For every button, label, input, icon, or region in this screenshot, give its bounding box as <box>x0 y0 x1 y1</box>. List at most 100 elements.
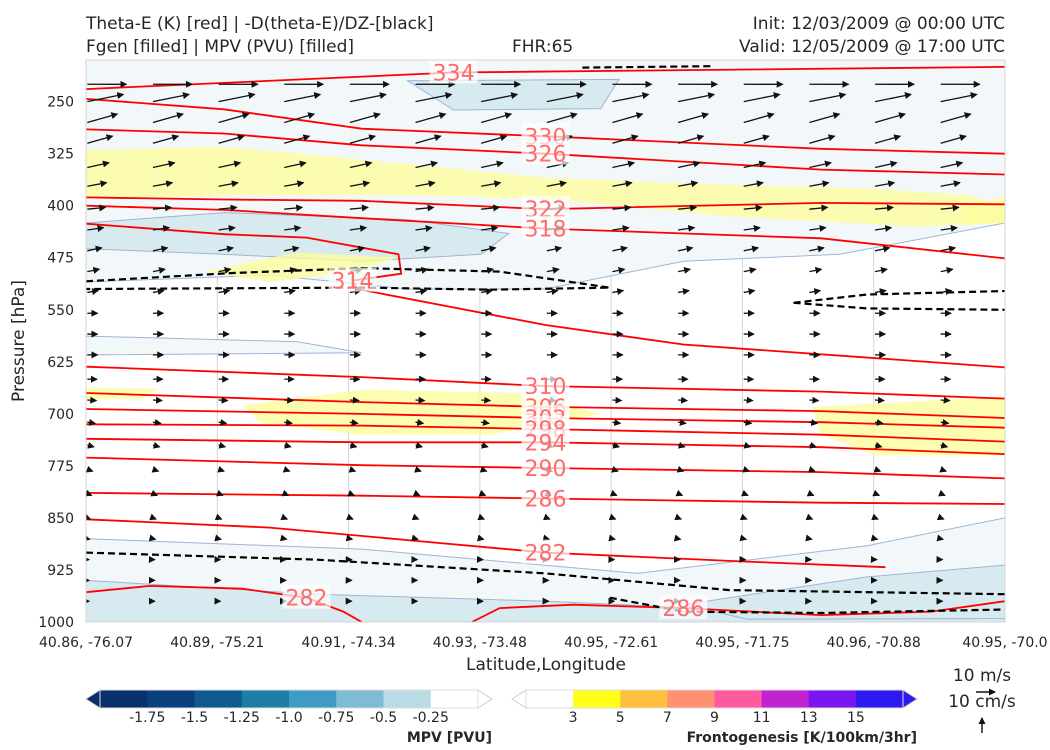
mpv-colorbar-tick: -0.75 <box>318 710 354 726</box>
y-tick-label: 325 <box>47 147 74 163</box>
x-tick-label: 40.89, -75.21 <box>170 635 264 651</box>
wind-arrow <box>87 134 114 144</box>
wind-arrow <box>612 134 639 144</box>
wind-arrow <box>546 180 567 188</box>
theta-e-label-bg <box>659 595 708 620</box>
mpv-colorbar-swatch <box>336 690 384 708</box>
wind-arrow <box>940 225 958 232</box>
wind-arrow <box>481 225 499 232</box>
wind-arrow <box>86 465 94 473</box>
dthetae-dz-line <box>86 266 610 291</box>
mpv-colorbar-swatch <box>194 690 243 708</box>
wind-vectors <box>86 80 981 605</box>
wind-arrow <box>279 534 288 542</box>
wind-arrow <box>741 489 749 497</box>
dthetae-dz-contours <box>86 65 1005 615</box>
theta-e-label: 286 <box>662 597 704 622</box>
wind-arrow <box>612 225 630 232</box>
theta-e-line <box>86 128 1005 176</box>
wind-arrow <box>481 288 493 296</box>
wind-arrow <box>284 288 296 296</box>
wind-arrow <box>349 160 373 169</box>
wind-arrow <box>743 441 752 449</box>
fgen-colorbar-tick: 11 <box>753 710 771 726</box>
wind-arrow <box>677 160 701 169</box>
mpv-region <box>86 335 362 356</box>
wind-arrow <box>743 419 753 426</box>
wind-arrow <box>678 396 689 404</box>
wind-arrow <box>612 266 626 274</box>
wind-arrow <box>218 180 239 188</box>
wind-arrow <box>546 92 584 103</box>
x-tick-labels: 40.86, -76.07 40.89, -75.21 40.91, -74.34 4… <box>39 635 1048 651</box>
mpv-colorbar-tick: -0.5 <box>370 710 397 726</box>
theta-e-label-bg <box>521 485 570 510</box>
title-line-2: Fgen [filled] | MPV (PVU) [filled] <box>86 37 355 57</box>
wind-arrow <box>936 534 945 542</box>
wind-arrow <box>218 204 238 212</box>
wind-arrow <box>477 513 486 521</box>
wind-arrow <box>214 534 222 542</box>
wind-arrow <box>218 134 245 144</box>
wind-arrow <box>280 513 289 521</box>
wind-arrow <box>677 134 705 144</box>
fgen-colorbar-swatch <box>761 690 810 708</box>
wind-arrow <box>218 160 242 169</box>
wind-arrow <box>874 180 896 188</box>
wind-arrow <box>414 465 422 473</box>
wind-arrow <box>874 225 893 232</box>
y-tick-label: 850 <box>47 511 74 527</box>
wind-arrow <box>149 513 157 521</box>
frontogenesis-colorbar: 3 5 7 9 11 13 15 <box>511 689 918 726</box>
wind-arrow <box>349 419 359 426</box>
wind-arrow <box>546 245 563 253</box>
wind-arrow <box>809 160 832 169</box>
wind-arrow <box>349 134 377 144</box>
wind-arrow <box>349 441 358 449</box>
wind-arrow <box>218 441 227 449</box>
wind-arrow <box>152 419 162 426</box>
wind-arrow <box>218 266 232 274</box>
fgen-colorbar-swatch <box>714 690 763 708</box>
wind-arrow <box>218 225 236 232</box>
mpv-colorbar-frame <box>99 689 479 709</box>
x-tick-label: 40.93, -73.48 <box>433 635 527 651</box>
y-tick-label: 475 <box>47 251 74 267</box>
dthetae-dz-line <box>793 301 1005 311</box>
theta-e-label-bg <box>328 267 377 292</box>
y-tick-label: 700 <box>47 407 74 423</box>
mpv-colorbar-min-extension <box>85 689 101 709</box>
wind-arrow <box>284 180 305 188</box>
wind-arrow <box>152 204 172 212</box>
init-time: Init: 12/03/2009 @ 00:00 UTC <box>752 14 1005 34</box>
wind-arrow <box>476 534 485 542</box>
wind-arrow <box>872 489 881 497</box>
wind-arrow <box>284 204 304 212</box>
wind-arrow <box>349 396 360 404</box>
wind-arrow <box>87 180 108 188</box>
wind-arrow <box>742 465 751 473</box>
wind-arrow <box>674 513 683 521</box>
wind-arrow <box>739 513 748 521</box>
wind-arrow <box>415 180 436 188</box>
wind-arrow <box>480 112 513 124</box>
wind-arrow <box>809 204 829 212</box>
y-tick-label: 625 <box>47 355 74 371</box>
wind-arrow <box>612 112 644 124</box>
theta-e-label: 294 <box>525 431 567 456</box>
wind-arrow <box>87 288 100 296</box>
wind-arrow <box>415 419 425 426</box>
mpv-colorbar-swatch <box>383 690 432 708</box>
wind-arrow <box>809 92 847 103</box>
wind-arrow <box>939 465 948 473</box>
wind-arrow <box>873 465 882 473</box>
wind-arrow <box>415 245 431 253</box>
fgen-colorbar-frame <box>525 689 904 709</box>
mpv-colorbar-swatch <box>100 690 148 708</box>
wind-arrow <box>349 112 381 124</box>
wind-arrow <box>152 92 190 103</box>
fgen-colorbar-tick: 13 <box>800 710 818 726</box>
wind-arrow <box>940 160 964 169</box>
wind-arrow <box>678 225 696 232</box>
wind-arrow <box>481 266 495 274</box>
